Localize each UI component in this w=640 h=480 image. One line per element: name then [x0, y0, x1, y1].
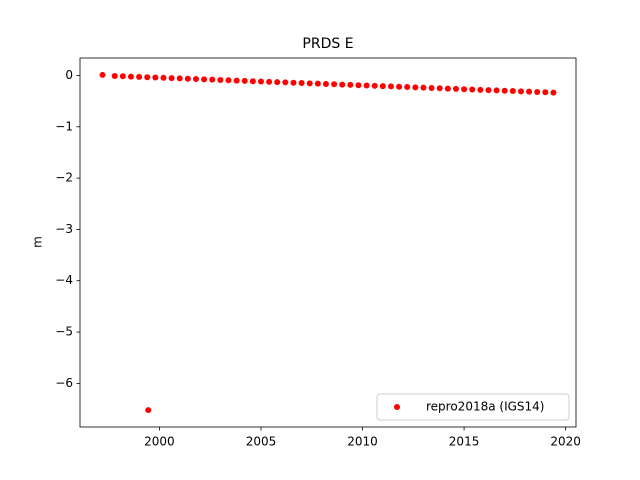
point — [517, 88, 524, 95]
point — [152, 74, 159, 81]
point — [461, 86, 468, 93]
point — [452, 85, 459, 92]
point — [526, 88, 533, 95]
y-tick-label: −5 — [55, 325, 73, 339]
point — [396, 83, 403, 90]
y-tick-label: −4 — [55, 273, 73, 287]
x-tick-label: 2020 — [550, 435, 581, 449]
point — [184, 75, 191, 82]
point — [420, 84, 427, 91]
point — [314, 80, 321, 87]
point — [331, 81, 338, 88]
y-tick-label: −2 — [55, 171, 73, 185]
point — [249, 78, 256, 85]
plot-frame — [79, 57, 577, 428]
point — [209, 76, 216, 83]
point — [534, 88, 541, 95]
point — [542, 89, 549, 96]
point — [266, 78, 273, 85]
point — [257, 78, 264, 85]
legend-label: repro2018a (IGS14) — [426, 400, 544, 414]
point — [144, 74, 151, 81]
point — [241, 77, 248, 84]
point — [201, 76, 208, 83]
point — [444, 85, 451, 92]
point — [217, 76, 224, 83]
point — [127, 73, 134, 80]
point — [485, 87, 492, 94]
point — [225, 77, 232, 84]
point — [436, 85, 443, 92]
point — [136, 73, 143, 80]
point — [282, 79, 289, 86]
point — [379, 83, 386, 90]
point — [550, 89, 557, 96]
legend-box — [376, 393, 570, 421]
point — [428, 84, 435, 91]
x-tick-label: 2005 — [246, 435, 277, 449]
point — [274, 79, 281, 86]
point — [176, 75, 183, 82]
point — [322, 80, 329, 87]
point — [168, 75, 175, 82]
point — [233, 77, 240, 84]
point — [355, 82, 362, 89]
x-tick-label: 2015 — [449, 435, 480, 449]
x-tick-label: 2010 — [347, 435, 378, 449]
point — [111, 72, 118, 79]
point — [501, 87, 508, 94]
point — [298, 80, 305, 87]
point — [477, 86, 484, 93]
point — [339, 81, 346, 88]
point — [99, 71, 106, 78]
point — [290, 79, 297, 86]
point — [469, 86, 476, 93]
y-axis-label: m — [31, 236, 45, 248]
point — [371, 82, 378, 89]
point — [119, 73, 126, 80]
y-tick-label: −3 — [55, 222, 73, 236]
point — [192, 76, 199, 83]
point — [160, 74, 167, 81]
point — [387, 83, 394, 90]
point — [404, 84, 411, 91]
point — [347, 81, 354, 88]
y-tick-label: −6 — [55, 376, 73, 390]
legend-marker — [394, 404, 400, 410]
x-tick-label: 2000 — [144, 435, 175, 449]
chart-title: PRDS E — [302, 36, 353, 52]
point — [509, 88, 516, 95]
point — [363, 82, 370, 89]
point — [412, 84, 419, 91]
point — [145, 407, 152, 414]
y-tick-label: −1 — [55, 119, 73, 133]
point — [493, 87, 500, 94]
point — [306, 80, 313, 87]
y-tick-label: 0 — [65, 68, 73, 82]
